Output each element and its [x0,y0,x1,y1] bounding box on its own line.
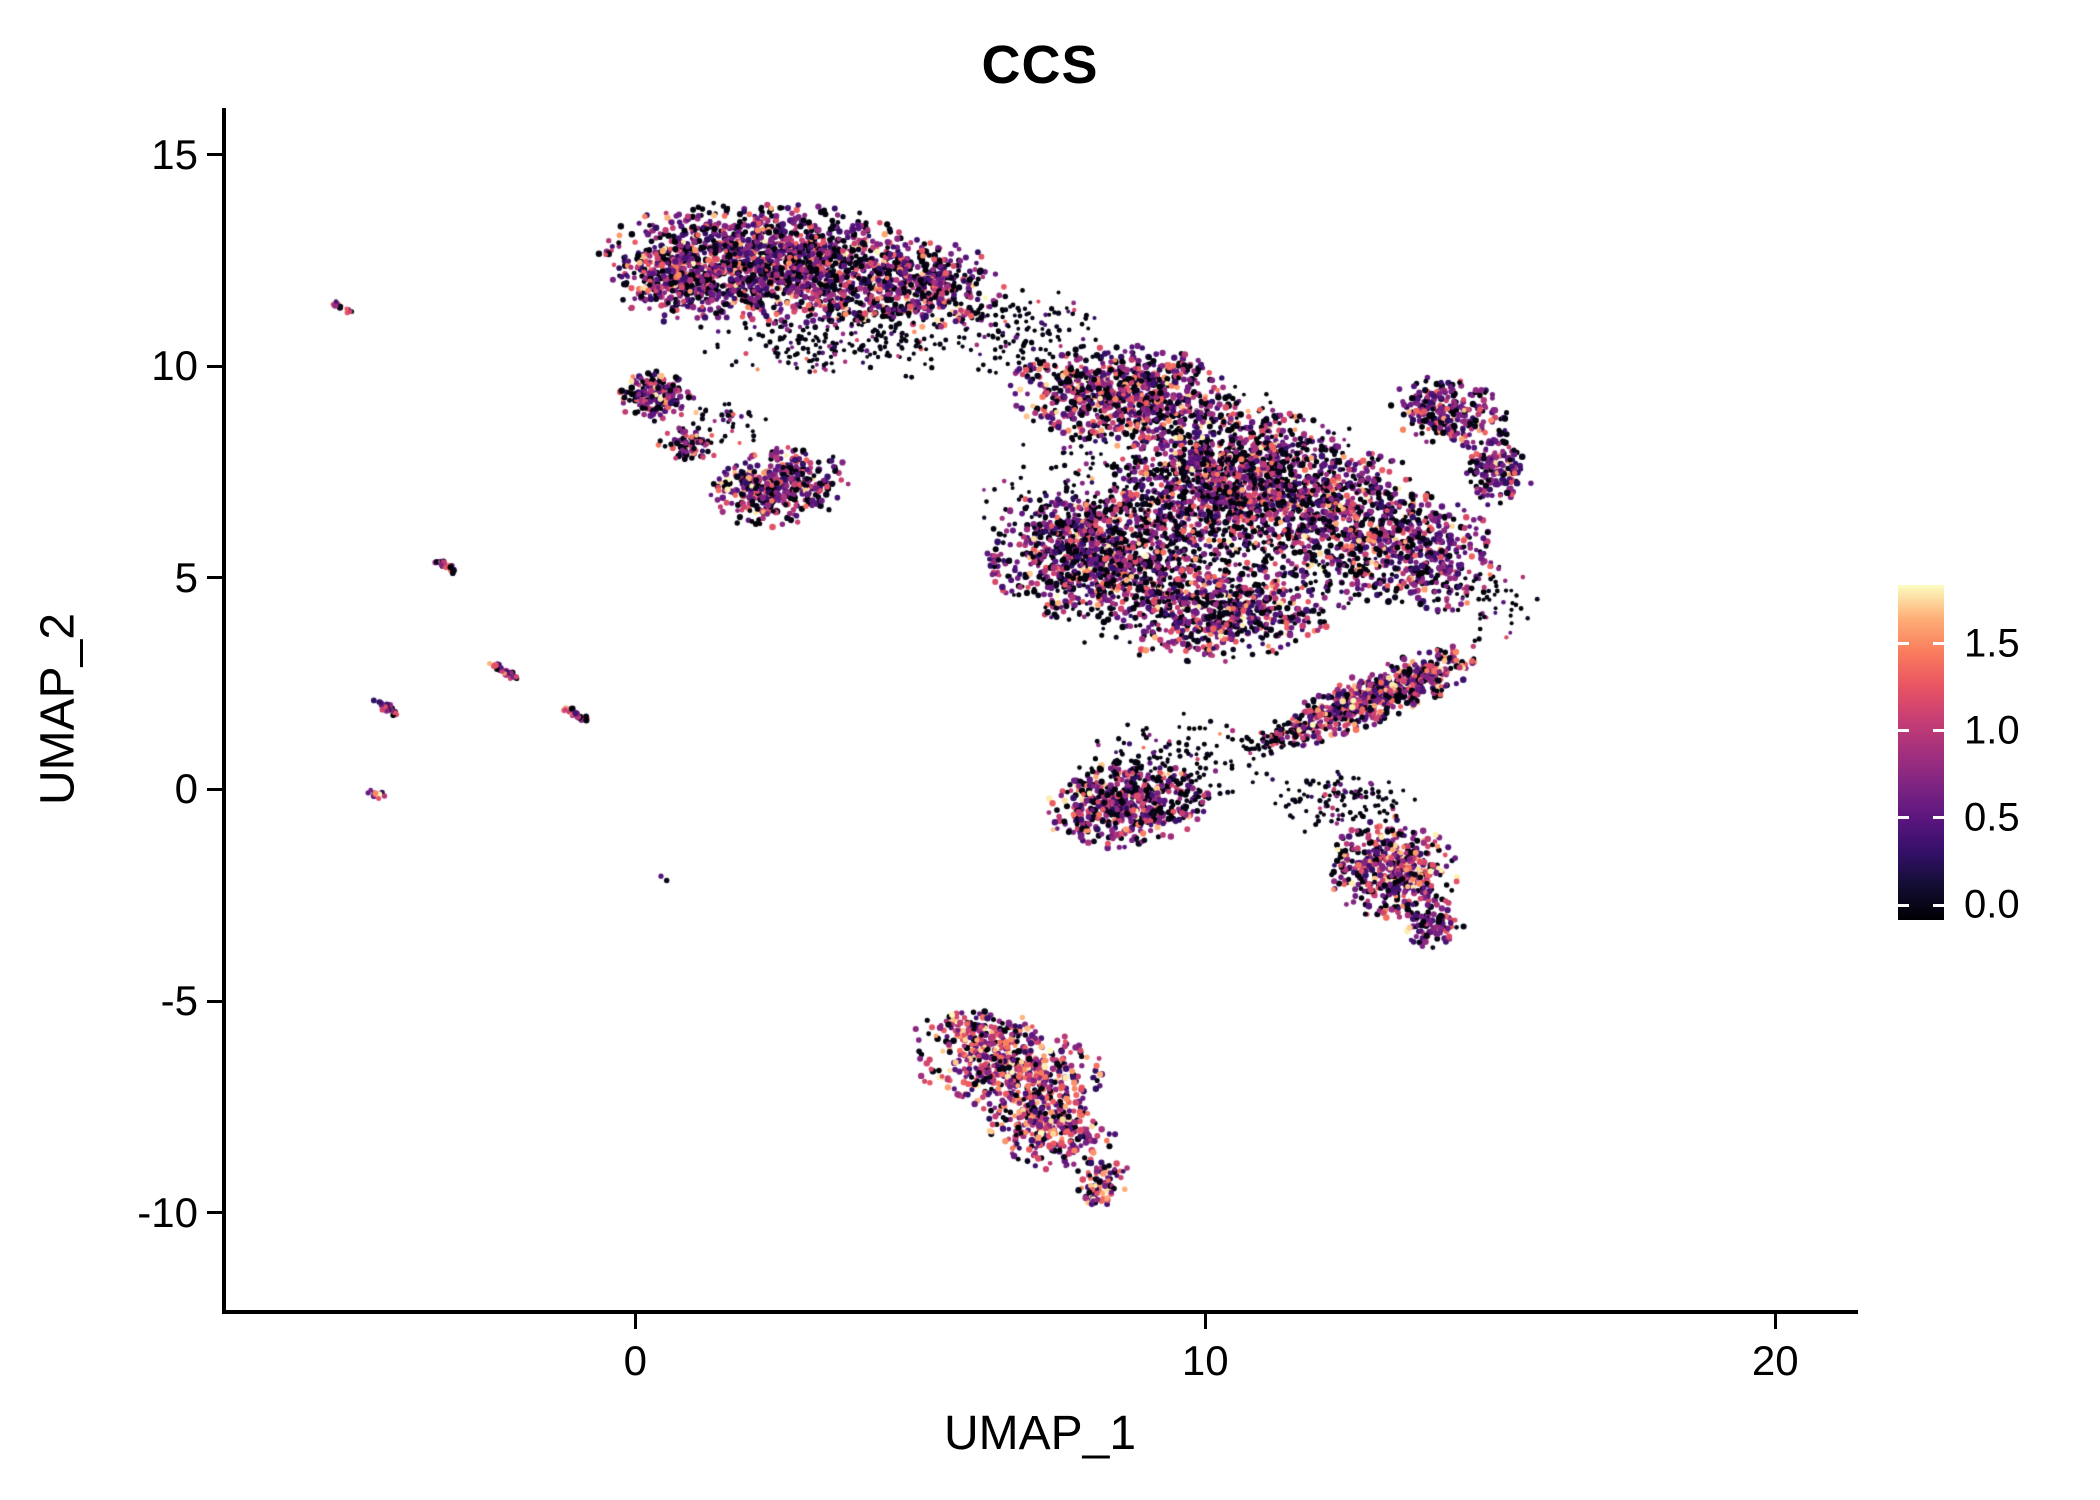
y-axis-tick-label: -10 [137,1188,198,1236]
y-axis-tick-mark [207,153,222,157]
y-axis-tick-mark [207,787,222,791]
colorbar-tick-mark [1898,642,1909,646]
colorbar-tick-mark [1933,729,1944,733]
colorbar-tick-mark [1933,642,1944,646]
colorbar-tick-mark [1898,816,1909,820]
x-axis-tick-label: 10 [1181,1337,1229,1384]
x-axis-tick-mark [1773,1314,1777,1329]
y-axis-tick-label: 15 [151,130,198,178]
x-axis-tick-label: 20 [1751,1337,1799,1384]
y-axis-tick-label: -5 [160,977,198,1025]
colorbar-tick-label: 0.0 [1964,882,2020,927]
y-axis-tick-mark [207,576,222,580]
y-axis-tick-label: 10 [151,342,198,390]
x-axis-line [222,1310,1858,1314]
y-axis-tick-mark [207,999,222,1003]
y-axis-tick-label: 0 [174,765,198,813]
y-axis-tick-label: 5 [174,553,198,601]
colorbar-tick-label: 1.5 [1964,621,2020,666]
colorbar-tick-label: 1.0 [1964,708,2020,753]
y-axis-tick-mark [207,364,222,368]
plot-title: CCS [981,35,1099,95]
y-axis-line [222,108,226,1314]
colorbar-tick-mark [1933,816,1944,820]
x-axis-tick-mark [1203,1314,1207,1329]
colorbar-tick-label: 0.5 [1964,795,2020,840]
colorbar-tick-mark [1898,903,1909,907]
x-axis-title: UMAP_1 [943,1407,1137,1460]
colorbar-tick-mark [1933,903,1944,907]
y-axis-tick-mark [207,1211,222,1215]
colorbar-tick-mark [1898,729,1909,733]
x-axis-tick-label: 0 [623,1337,648,1384]
colorbar-gradient [1898,585,1944,920]
x-axis-tick-mark [633,1314,637,1329]
